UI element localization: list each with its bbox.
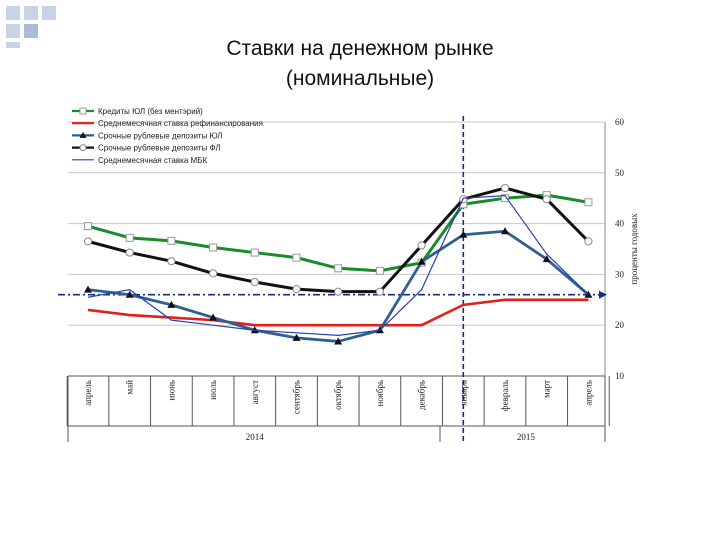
y-tick-label-10: 10 <box>615 371 625 381</box>
point-triangle <box>501 227 509 235</box>
legend-label-0: Кредиты ЮЛ (без ментэрий) <box>98 107 203 116</box>
legend-marker-circle <box>79 144 87 152</box>
year-label-2015: 2015 <box>517 432 536 442</box>
point-circle <box>250 277 259 287</box>
legend-label-3: Срочные рублевые депозиты ФЛ <box>98 144 221 153</box>
point-triangle <box>84 285 92 293</box>
title-line-1: Ставки на денежном рынке <box>226 37 494 60</box>
point-circle <box>83 237 93 246</box>
point-square <box>584 198 593 207</box>
point-triangle <box>125 290 134 298</box>
x-tick-label: октябрь <box>333 380 343 410</box>
point-square <box>167 236 176 245</box>
point-triangle <box>542 255 551 263</box>
y-tick-label-40: 40 <box>615 219 625 229</box>
point-circle <box>584 237 593 246</box>
point-circle <box>209 269 218 278</box>
point-circle <box>542 195 551 204</box>
legend-label-4: Среднемесячная ставка МБК <box>98 156 207 165</box>
point-triangle <box>334 337 343 345</box>
x-tick-label: май <box>125 380 135 395</box>
legend-label-1: Среднемесячная ставка рефинансирования <box>98 119 263 128</box>
point-square <box>292 253 301 262</box>
x-tick-label: февраль <box>500 380 510 411</box>
y-tick-label-20: 20 <box>615 320 625 330</box>
point-circle <box>375 287 384 296</box>
point-triangle <box>167 300 176 308</box>
point-square <box>250 248 259 257</box>
point-circle <box>125 248 134 257</box>
x-tick-label: сентябрь <box>292 380 302 414</box>
x-tick-label: июль <box>208 380 218 400</box>
point-square <box>501 194 509 203</box>
point-triangle <box>417 257 426 265</box>
x-tick-label: август <box>250 380 260 404</box>
y-tick-label-50: 50 <box>615 168 625 178</box>
point-circle <box>334 287 343 296</box>
reference-arrow-icon <box>599 290 607 299</box>
point-triangle <box>209 313 218 321</box>
x-tick-label: апрель <box>83 380 93 406</box>
x-tick-label: ноябрь <box>375 380 385 406</box>
y-tick-label-60: 60 <box>615 117 625 127</box>
series-line-4 <box>87 195 589 336</box>
x-tick-label: март <box>542 380 552 398</box>
legend-marker-square <box>79 107 87 115</box>
point-circle <box>500 183 510 193</box>
point-triangle <box>459 230 468 238</box>
x-tick-label: декабрь <box>417 380 427 410</box>
point-circle <box>417 241 426 250</box>
year-label-2014: 2014 <box>246 432 265 442</box>
x-tick-label: июнь <box>166 380 176 400</box>
point-circle <box>292 285 301 294</box>
y-tick-label-30: 30 <box>615 269 625 279</box>
point-square <box>375 266 384 275</box>
point-circle <box>167 257 176 266</box>
legend-marker-triangle <box>79 131 87 138</box>
x-tick-label: апрель <box>583 380 593 406</box>
point-triangle <box>292 333 301 341</box>
point-square <box>125 233 134 242</box>
y-axis-title: проценты годовых <box>629 213 639 285</box>
point-square <box>84 222 92 231</box>
slide-title: Ставки на денежном рынке (номинальные) <box>180 34 540 94</box>
legend-label-2: Срочные рублевые депозиты ЮЛ <box>98 131 223 140</box>
point-square <box>334 264 343 273</box>
point-square <box>209 243 218 252</box>
title-line-2: (номинальные) <box>285 67 435 90</box>
corner-decoration <box>0 0 70 50</box>
series-line-1 <box>87 298 589 327</box>
